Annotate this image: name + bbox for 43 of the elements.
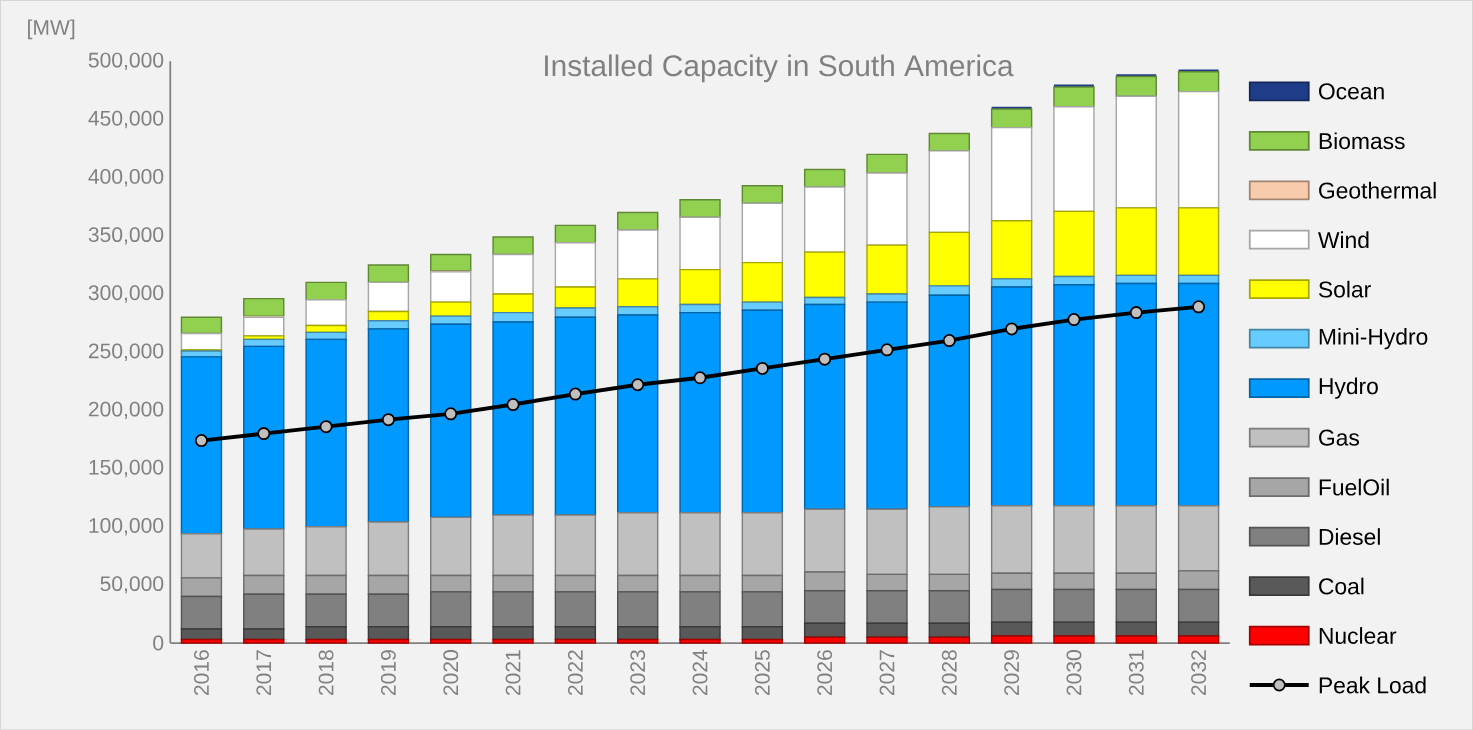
x-tick-label: 2028	[941, 650, 957, 695]
x-tick-label: 2018	[318, 650, 334, 695]
legend-label: Solar	[1318, 280, 1371, 298]
x-tick-label: 2020	[443, 649, 459, 695]
legend-label: Coal	[1319, 577, 1364, 595]
legend-label: Wind	[1318, 231, 1369, 248]
legend-label: Diesel	[1319, 528, 1380, 545]
y-tick-label: 450,000	[88, 110, 164, 129]
legend-label: FuelOil	[1319, 478, 1389, 496]
y-tick-label: 150,000	[89, 459, 164, 478]
legend-label: Ocean	[1319, 83, 1384, 100]
x-tick-label: 2030	[1066, 649, 1082, 695]
y-tick-label: 250,000	[88, 343, 164, 361]
x-tick-label: 2019	[380, 650, 396, 695]
legend-label: Gas	[1319, 429, 1359, 446]
y-tick-label: 50,000	[100, 575, 164, 594]
x-tick-label: 2016	[193, 650, 209, 695]
y-tick-label: 500,000	[88, 52, 164, 70]
x-tick-label: 2023	[630, 650, 646, 695]
x-tick-label: 2029	[1004, 650, 1020, 695]
y-tick-label: 350,000	[88, 226, 164, 245]
legend-label: Peak Load	[1319, 676, 1426, 694]
x-tick-label: 2026	[817, 650, 833, 695]
chart-title: Installed Capacity in South America	[545, 54, 1014, 83]
y-tick-label: 400,000	[88, 168, 164, 187]
y-tick-label: 300,000	[88, 285, 164, 303]
x-tick-label: 2025	[754, 649, 770, 695]
y-tick-label: 0	[153, 635, 164, 651]
x-tick-label: 2027	[879, 650, 895, 695]
x-tick-label: 2031	[1128, 650, 1144, 695]
legend-label: Biomass	[1319, 132, 1405, 149]
x-tick-label: 2024	[692, 649, 708, 695]
legend-label: Geothermal	[1319, 181, 1436, 199]
y-axis-title: [MW]	[28, 19, 75, 39]
x-tick-label: 2022	[567, 650, 583, 695]
y-tick-label: 200,000	[88, 401, 164, 419]
legend-label: Hydro	[1319, 377, 1378, 399]
legend-label: Mini-Hydro	[1319, 327, 1428, 350]
x-tick-label: 2032	[1191, 650, 1207, 695]
legend-label: Nuclear	[1319, 626, 1397, 644]
y-tick-label: 100,000	[89, 517, 164, 536]
x-tick-label: 2017	[256, 650, 272, 695]
x-tick-label: 2021	[505, 650, 521, 695]
